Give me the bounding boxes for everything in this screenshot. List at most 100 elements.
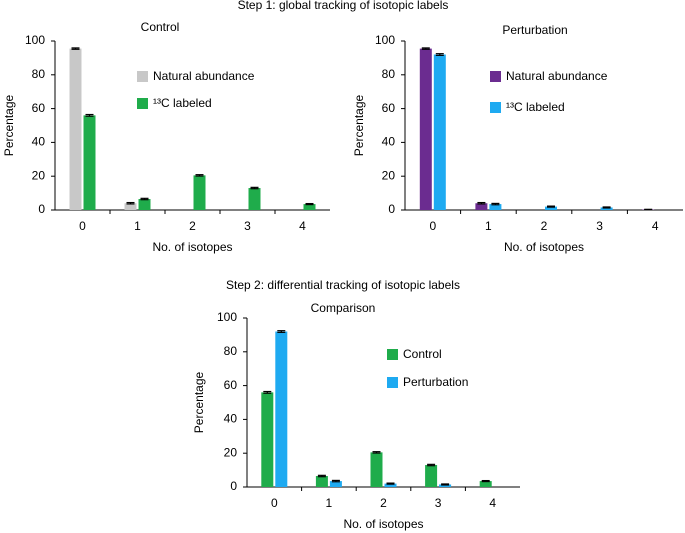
error-bar	[386, 482, 395, 485]
chart-title: Control	[141, 20, 180, 34]
error-bar	[435, 53, 444, 56]
legend-label: Perturbation	[403, 375, 468, 389]
x-tick-label: 4	[299, 219, 306, 233]
bar	[433, 54, 446, 210]
x-tick-label: 3	[596, 219, 603, 233]
x-axis-title: No. of isotopes	[152, 240, 232, 254]
error-bar	[71, 47, 80, 50]
y-tick-label: 80	[32, 67, 46, 81]
bar	[419, 48, 432, 211]
legend-swatch	[137, 71, 148, 82]
y-tick-label: 20	[224, 445, 238, 459]
y-tick-label: 20	[32, 168, 46, 182]
x-tick-label: 3	[244, 219, 251, 233]
legend-label: Natural abundance	[153, 69, 255, 83]
error-bar	[427, 463, 436, 467]
error-bar	[195, 174, 204, 177]
y-axis-title: Percentage	[352, 94, 366, 156]
bar	[489, 204, 502, 210]
bar	[479, 481, 492, 487]
bar	[545, 206, 557, 210]
y-axis-title: Percentage	[2, 94, 16, 156]
error-bar	[140, 197, 149, 201]
bar	[248, 188, 261, 210]
y-tick-label: 100	[25, 33, 45, 47]
bar	[193, 175, 206, 210]
group-title: Step 2: differential tracking of isotopi…	[226, 278, 460, 292]
y-tick-label: 80	[224, 344, 238, 358]
y-tick-label: 0	[38, 202, 45, 216]
x-tick-label: 4	[489, 496, 496, 510]
legend-label: ¹³C labeled	[506, 100, 565, 114]
error-bar	[305, 202, 314, 206]
legend-swatch	[490, 71, 501, 82]
bar	[475, 203, 488, 210]
bar	[600, 207, 613, 210]
y-tick-label: 20	[382, 168, 396, 182]
error-bar	[421, 47, 430, 50]
legend-swatch	[387, 377, 398, 388]
x-tick-label: 1	[485, 219, 492, 233]
bar	[261, 392, 274, 487]
bar	[370, 452, 383, 487]
error-bar	[126, 201, 135, 205]
x-axis-title: No. of isotopes	[504, 240, 584, 254]
bar	[275, 331, 288, 487]
y-tick-label: 60	[224, 378, 238, 392]
error-bar	[263, 390, 272, 394]
x-tick-label: 1	[134, 219, 141, 233]
y-tick-label: 80	[382, 67, 396, 81]
error-bar	[317, 474, 326, 478]
error-bar	[547, 205, 555, 208]
legend-label: Control	[403, 347, 442, 361]
y-tick-label: 60	[382, 101, 396, 115]
bar	[329, 481, 342, 487]
x-tick-label: 2	[189, 219, 196, 233]
bar	[303, 204, 316, 210]
error-bar	[331, 479, 340, 483]
bar	[69, 48, 82, 211]
legend-label: Natural abundance	[506, 69, 608, 83]
error-bar	[277, 330, 286, 333]
x-tick-label: 3	[435, 496, 442, 510]
y-tick-label: 100	[375, 33, 395, 47]
bar	[124, 203, 137, 210]
error-bar	[491, 202, 500, 206]
bar	[315, 476, 328, 487]
error-bar	[372, 451, 381, 454]
y-tick-label: 0	[230, 479, 237, 493]
x-tick-label: 2	[541, 219, 548, 233]
error-bar	[477, 201, 486, 205]
legend-label: ¹³C labeled	[153, 96, 212, 110]
x-tick-label: 0	[79, 219, 86, 233]
bar	[384, 483, 397, 487]
x-tick-label: 0	[271, 496, 278, 510]
error-bar	[85, 113, 94, 117]
bar	[425, 465, 438, 487]
x-tick-label: 0	[429, 219, 436, 233]
x-tick-label: 4	[652, 219, 659, 233]
error-bar	[441, 483, 450, 486]
y-tick-label: 100	[217, 310, 237, 324]
y-tick-label: 40	[382, 135, 396, 149]
y-tick-label: 40	[224, 412, 238, 426]
error-bar	[250, 186, 259, 190]
x-tick-label: 1	[326, 496, 333, 510]
group-title: Step 1: global tracking of isotopic labe…	[238, 0, 449, 12]
bar	[138, 199, 151, 210]
chart-title: Perturbation	[502, 23, 567, 37]
bar	[83, 115, 96, 210]
legend-swatch	[137, 98, 148, 109]
bar	[439, 484, 452, 487]
x-tick-label: 2	[380, 496, 387, 510]
x-axis-title: No. of isotopes	[343, 517, 423, 531]
y-tick-label: 40	[32, 135, 46, 149]
legend-swatch	[387, 349, 398, 360]
legend-swatch	[490, 102, 501, 113]
y-axis-title: Percentage	[192, 371, 206, 433]
y-tick-label: 60	[32, 101, 46, 115]
error-bar	[481, 479, 490, 483]
chart-title: Comparison	[311, 301, 376, 315]
error-bar	[602, 206, 611, 209]
